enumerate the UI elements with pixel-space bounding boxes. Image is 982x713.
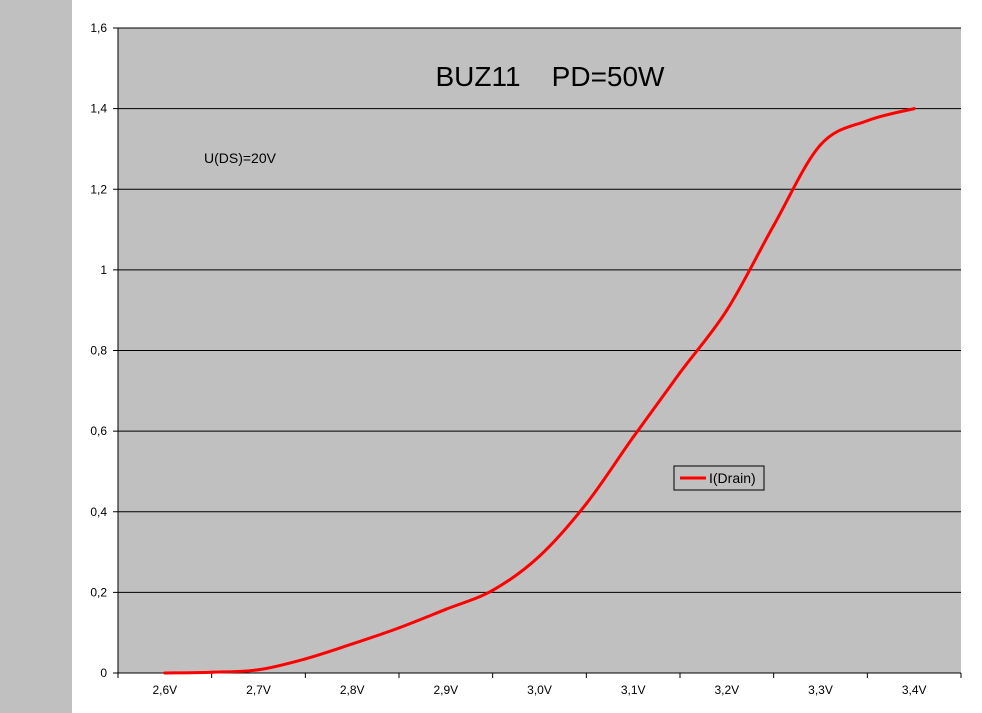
data-point <box>257 668 260 672</box>
data-point <box>584 502 588 506</box>
series-i-drain <box>163 107 916 675</box>
y-tick-label: 0 <box>100 666 107 680</box>
y-tick-label: 0,6 <box>90 424 107 438</box>
data-point <box>397 626 401 630</box>
data-point <box>491 588 495 592</box>
y-tick-label: 1,6 <box>90 21 107 35</box>
y-axis: 0 0,2 0,4 0,6 0,8 1 1,2 1,4 1,6 <box>90 21 119 680</box>
gridlines <box>118 27 961 593</box>
x-tick-label: 2,9V <box>433 683 458 697</box>
x-tick-label: 3,3V <box>808 683 833 697</box>
data-point <box>538 554 541 558</box>
data-point <box>772 224 776 228</box>
y-tick-label: 0,8 <box>90 344 107 358</box>
data-point <box>350 642 354 646</box>
data-point <box>865 119 869 123</box>
data-point <box>303 657 307 661</box>
data-point <box>163 671 167 675</box>
x-tick-label: 2,6V <box>152 683 177 697</box>
x-tick-label: 3,0V <box>527 683 552 697</box>
data-point <box>631 435 635 439</box>
legend: I(Drain) <box>673 465 765 491</box>
y-tick-label: 1,4 <box>90 102 107 116</box>
x-tick-label: 2,8V <box>340 683 365 697</box>
y-tick-label: 0,4 <box>90 505 107 519</box>
y-tick-label: 0,2 <box>90 585 107 599</box>
data-point <box>912 107 916 111</box>
data-point <box>210 670 214 674</box>
data-point <box>444 607 448 611</box>
series-line <box>163 107 916 675</box>
y-tick-label: 1,2 <box>90 182 107 196</box>
data-point <box>819 143 822 147</box>
x-tick-label: 2,7V <box>246 683 271 697</box>
annotation-uds: U(DS)=20V <box>204 150 277 166</box>
x-axis: 2,6V 2,7V 2,8V 2,9V 3,0V 3,1V 3,2V 3,3V 3,4V <box>117 672 962 697</box>
legend-label: I(Drain) <box>709 470 756 486</box>
data-point <box>678 371 682 375</box>
chart-title: BUZ11 PD=50W <box>435 61 665 92</box>
x-tick-label: 3,2V <box>714 683 739 697</box>
y-tick-label: 1 <box>100 263 107 277</box>
x-tick-label: 3,4V <box>902 683 927 697</box>
data-point <box>725 308 729 312</box>
side-panel <box>0 0 72 713</box>
x-tick-label: 3,1V <box>621 683 646 697</box>
